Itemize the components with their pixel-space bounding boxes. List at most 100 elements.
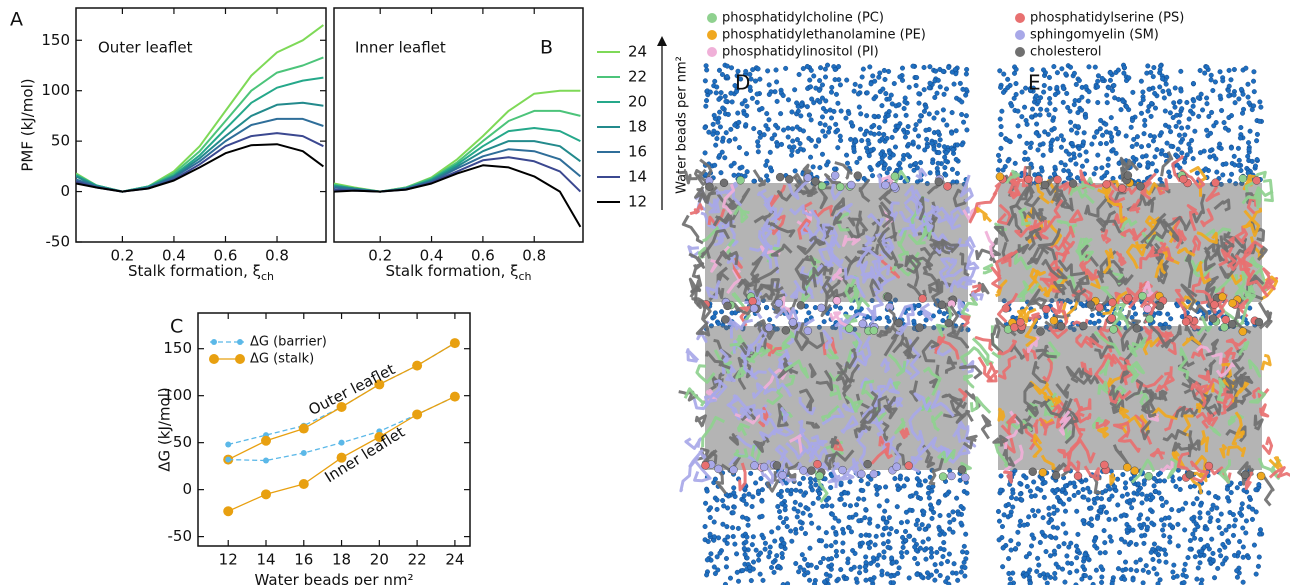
headgroup (804, 327, 812, 335)
water-bead (1191, 99, 1196, 104)
water-bead (889, 574, 894, 579)
water-bead (730, 525, 735, 530)
water-bead (1072, 493, 1077, 498)
water-bead (1100, 165, 1105, 170)
water-bead (746, 523, 751, 528)
water-bead (714, 91, 719, 96)
x-tick-label: 24 (445, 551, 464, 569)
water-bead (1169, 507, 1174, 512)
water-bead (708, 532, 713, 537)
water-bead (1080, 95, 1085, 100)
water-bead (1041, 68, 1046, 73)
series-line (76, 57, 323, 191)
water-bead (813, 144, 818, 149)
water-bead (1208, 148, 1213, 153)
water-bead (959, 112, 964, 117)
water-bead (1145, 517, 1150, 522)
water-bead (792, 87, 797, 92)
water-bead (834, 549, 839, 554)
water-bead (1024, 572, 1029, 577)
data-point (225, 457, 231, 463)
water-bead (1162, 479, 1167, 484)
water-bead (1000, 109, 1005, 114)
water-bead (786, 97, 791, 102)
x-axis-label: Stalk formation, ξch (385, 262, 531, 284)
water-bead (997, 519, 1002, 524)
water-bead (1134, 142, 1139, 147)
water-bead (883, 485, 888, 490)
water-bead (1058, 500, 1063, 505)
water-bead (811, 74, 816, 79)
water-bead (1229, 172, 1234, 177)
water-bead (1209, 78, 1214, 83)
water-bead (1191, 156, 1196, 161)
legend-label: sphingomyelin (SM) (1030, 28, 1159, 43)
annotation: Outer leaflet (98, 39, 193, 57)
water-bead (717, 110, 722, 115)
water-bead (1218, 553, 1223, 558)
water-bead (996, 153, 1001, 158)
water-bead (887, 532, 892, 537)
water-bead (955, 578, 960, 583)
water-bead (929, 555, 934, 560)
water-bead (1129, 125, 1134, 130)
water-bead (1122, 65, 1127, 70)
water-bead (1215, 566, 1220, 571)
water-bead (1196, 566, 1201, 571)
water-bead (1008, 577, 1013, 582)
water-bead (1116, 68, 1121, 73)
water-bead (1244, 66, 1249, 71)
water-bead (877, 131, 882, 136)
water-bead (1104, 141, 1109, 146)
water-bead (883, 77, 888, 82)
water-bead (913, 161, 918, 166)
y-tick-label: 150 (41, 31, 70, 49)
water-bead (766, 554, 771, 559)
headgroup (776, 173, 784, 181)
data-point (225, 442, 231, 448)
water-bead (833, 77, 838, 82)
water-bead (742, 493, 747, 498)
water-bead (1227, 115, 1232, 120)
water-bead (1020, 90, 1025, 95)
water-bead (1053, 107, 1058, 112)
water-bead (720, 106, 725, 111)
water-bead (785, 581, 790, 585)
water-bead (1089, 517, 1094, 522)
water-bead (792, 507, 797, 512)
legend-label: 14 (628, 168, 647, 186)
water-bead (795, 149, 800, 154)
water-bead (955, 171, 960, 176)
water-bead (1236, 146, 1241, 151)
legend-marker (237, 339, 243, 345)
water-bead (1252, 69, 1257, 74)
water-bead (1009, 495, 1014, 500)
water-bead (1177, 133, 1182, 138)
water-bead (744, 502, 749, 507)
water-bead (704, 573, 709, 578)
water-bead (1028, 145, 1033, 150)
water-bead (1188, 484, 1193, 489)
water-bead (965, 128, 970, 133)
water-bead (877, 553, 882, 558)
water-bead (1011, 491, 1016, 496)
water-bead (1250, 159, 1255, 164)
water-bead (917, 526, 922, 531)
water-bead (999, 146, 1004, 151)
water-bead (780, 501, 785, 506)
water-bead (1205, 527, 1210, 532)
water-bead (1049, 518, 1054, 523)
water-bead (802, 493, 807, 498)
water-bead (723, 155, 728, 160)
water-bead (1141, 581, 1146, 585)
water-bead (756, 558, 761, 563)
annotation: Inner leaflet (321, 423, 408, 486)
water-bead (744, 122, 749, 127)
water-bead (1108, 78, 1113, 83)
water-bead (1227, 179, 1232, 184)
legend-label: phosphatidylethanolamine (PE) (722, 28, 926, 43)
water-bead (876, 75, 881, 80)
water-bead (797, 72, 802, 77)
water-bead (1236, 163, 1241, 168)
water-bead (725, 64, 730, 69)
